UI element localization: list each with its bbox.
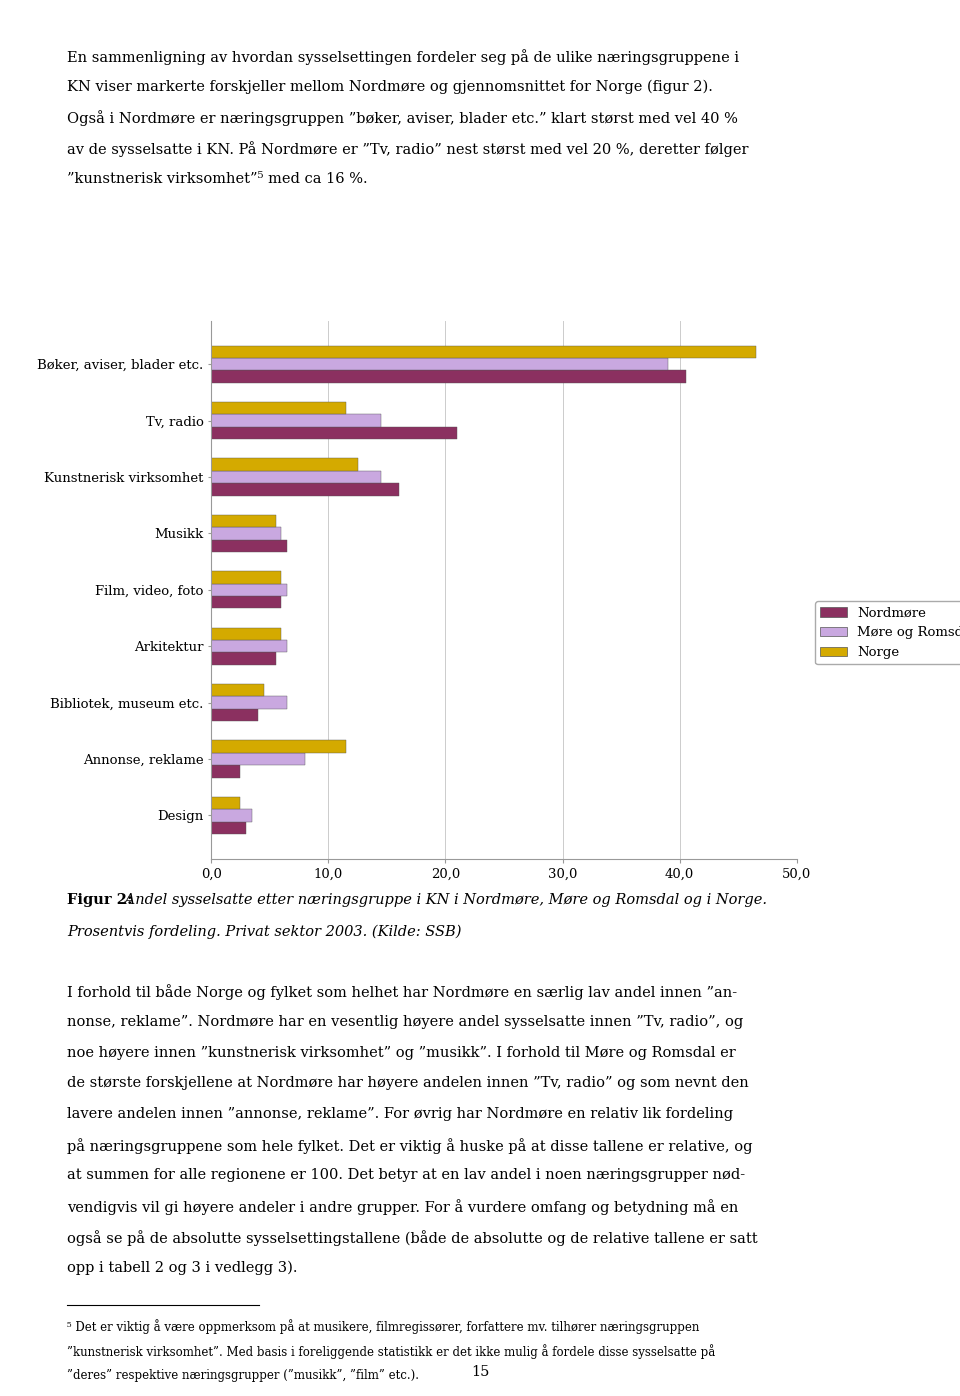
Bar [211,765,240,778]
Bar [211,370,685,383]
Text: 15: 15 [470,1365,490,1379]
Text: ”deres” respektive næringsgrupper (”musikk”, ”film” etc.).: ”deres” respektive næringsgrupper (”musi… [67,1369,420,1382]
Bar [211,357,668,370]
Text: de største forskjellene at Nordmøre har høyere andelen innen ”Tv, radio” og som : de største forskjellene at Nordmøre har … [67,1076,749,1090]
Bar [211,652,276,664]
Text: lavere andelen innen ”annonse, reklame”. For øvrig har Nordmøre en relativ lik f: lavere andelen innen ”annonse, reklame”.… [67,1107,733,1121]
Bar [211,822,247,835]
Legend: Nordmøre, Møre og Romsdal, Norge: Nordmøre, Møre og Romsdal, Norge [815,602,960,664]
Text: ”kunstnerisk virksomhet”. Med basis i foreliggende statistikk er det ikke mulig : ”kunstnerisk virksomhet”. Med basis i fo… [67,1344,715,1360]
Text: av de sysselsatte i KN. På Nordmøre er ”Tv, radio” nest størst med vel 20 %, der: av de sysselsatte i KN. På Nordmøre er ”… [67,141,749,156]
Bar [211,402,346,415]
Text: Prosentvis fordeling. Privat sektor 2003. (Kilde: SSB): Prosentvis fordeling. Privat sektor 2003… [67,924,462,938]
Bar [211,584,287,596]
Text: vendigvis vil gi høyere andeler i andre grupper. For å vurdere omfang og betydni: vendigvis vil gi høyere andeler i andre … [67,1199,738,1215]
Bar [211,797,240,810]
Bar [211,752,305,765]
Text: ”kunstnerisk virksomhet”⁵ med ca 16 %.: ”kunstnerisk virksomhet”⁵ med ca 16 %. [67,172,368,186]
Bar [211,470,381,483]
Bar [211,346,756,357]
Text: også se på de absolutte sysselsettingstallene (både de absolutte og de relative : også se på de absolutte sysselsettingsta… [67,1230,757,1245]
Text: I forhold til både Norge og fylket som helhet har Nordmøre en særlig lav andel i: I forhold til både Norge og fylket som h… [67,984,737,1000]
Bar [211,740,346,752]
Text: at summen for alle regionene er 100. Det betyr at en lav andel i noen næringsgru: at summen for alle regionene er 100. Det… [67,1168,745,1182]
Bar [211,709,258,722]
Text: En sammenligning av hvordan sysselsettingen fordeler seg på de ulike næringsgrup: En sammenligning av hvordan sysselsettin… [67,49,739,64]
Text: ⁵ Det er viktig å være oppmerksom på at musikere, filmregissører, forfattere mv.: ⁵ Det er viktig å være oppmerksom på at … [67,1319,700,1335]
Text: KN viser markerte forskjeller mellom Nordmøre og gjennomsnittet for Norge (figur: KN viser markerte forskjeller mellom Nor… [67,80,713,94]
Bar [211,540,287,551]
Text: Også i Nordmøre er næringsgruppen ”bøker, aviser, blader etc.” klart størst med : Også i Nordmøre er næringsgruppen ”bøker… [67,110,738,126]
Bar [211,697,287,709]
Bar [211,458,357,470]
Text: Andel sysselsatte etter næringsgruppe i KN i Nordmøre, Møre og Romsdal og i Norg: Andel sysselsatte etter næringsgruppe i … [120,893,767,907]
Text: nonse, reklame”. Nordmøre har en vesentlig høyere andel sysselsatte innen ”Tv, r: nonse, reklame”. Nordmøre har en vesentl… [67,1015,743,1029]
Bar [211,684,264,697]
Bar [211,571,281,584]
Bar [211,639,287,652]
Text: på næringsgruppene som hele fylket. Det er viktig å huske på at disse tallene er: på næringsgruppene som hele fylket. Det … [67,1138,753,1153]
Bar [211,528,281,540]
Bar [211,628,281,639]
Text: Figur 2:: Figur 2: [67,893,132,907]
Bar [211,415,381,427]
Bar [211,596,281,609]
Bar [211,483,398,496]
Text: opp i tabell 2 og 3 i vedlegg 3).: opp i tabell 2 og 3 i vedlegg 3). [67,1261,298,1275]
Bar [211,427,457,440]
Bar [211,810,252,822]
Text: noe høyere innen ”kunstnerisk virksomhet” og ”musikk”. I forhold til Møre og Rom: noe høyere innen ”kunstnerisk virksomhet… [67,1046,736,1060]
Bar [211,515,276,528]
